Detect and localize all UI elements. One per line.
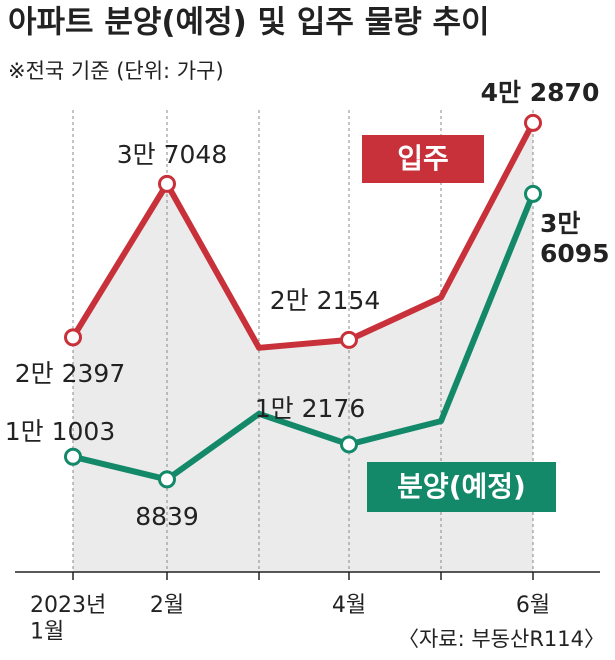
legend-label: 입주 — [397, 142, 449, 175]
legend-box — [362, 135, 484, 183]
point — [64, 328, 82, 347]
legend-label: 분양(예정) — [397, 470, 526, 503]
x-tick-label: 6월 — [516, 593, 550, 618]
value-label: 2만 2154 — [270, 286, 380, 315]
x-tick-label: 4월 — [332, 593, 366, 618]
series-line — [70, 121, 536, 351]
source: 〈자료: 부동산R114〉 — [398, 627, 605, 651]
legend-box — [367, 462, 556, 512]
area — [73, 122, 533, 572]
value-label: 8839 — [135, 502, 199, 531]
point — [524, 113, 542, 132]
value-label: 2만 2397 — [15, 359, 125, 388]
point — [340, 330, 358, 349]
series-line — [72, 192, 536, 483]
chart-subtitle: ※전국 기준 (단위: 가구) — [8, 59, 224, 83]
point — [524, 184, 542, 203]
point — [64, 447, 82, 466]
point — [340, 435, 358, 454]
value-label: 1만 1003 — [5, 417, 115, 446]
value-label: 4만 2870 — [481, 78, 600, 107]
x-tick-label: 2월 — [150, 593, 184, 618]
value-label: 3만 7048 — [117, 140, 227, 169]
point — [158, 174, 176, 193]
chart-title: 아파트 분양(예정) 및 입주 물량 추이 — [8, 5, 490, 41]
point — [158, 470, 176, 489]
value-label: 3만 6095 — [540, 209, 610, 268]
value-label: 1만 2176 — [255, 394, 365, 423]
x-tick-label: 2023년 1월 — [30, 593, 106, 644]
